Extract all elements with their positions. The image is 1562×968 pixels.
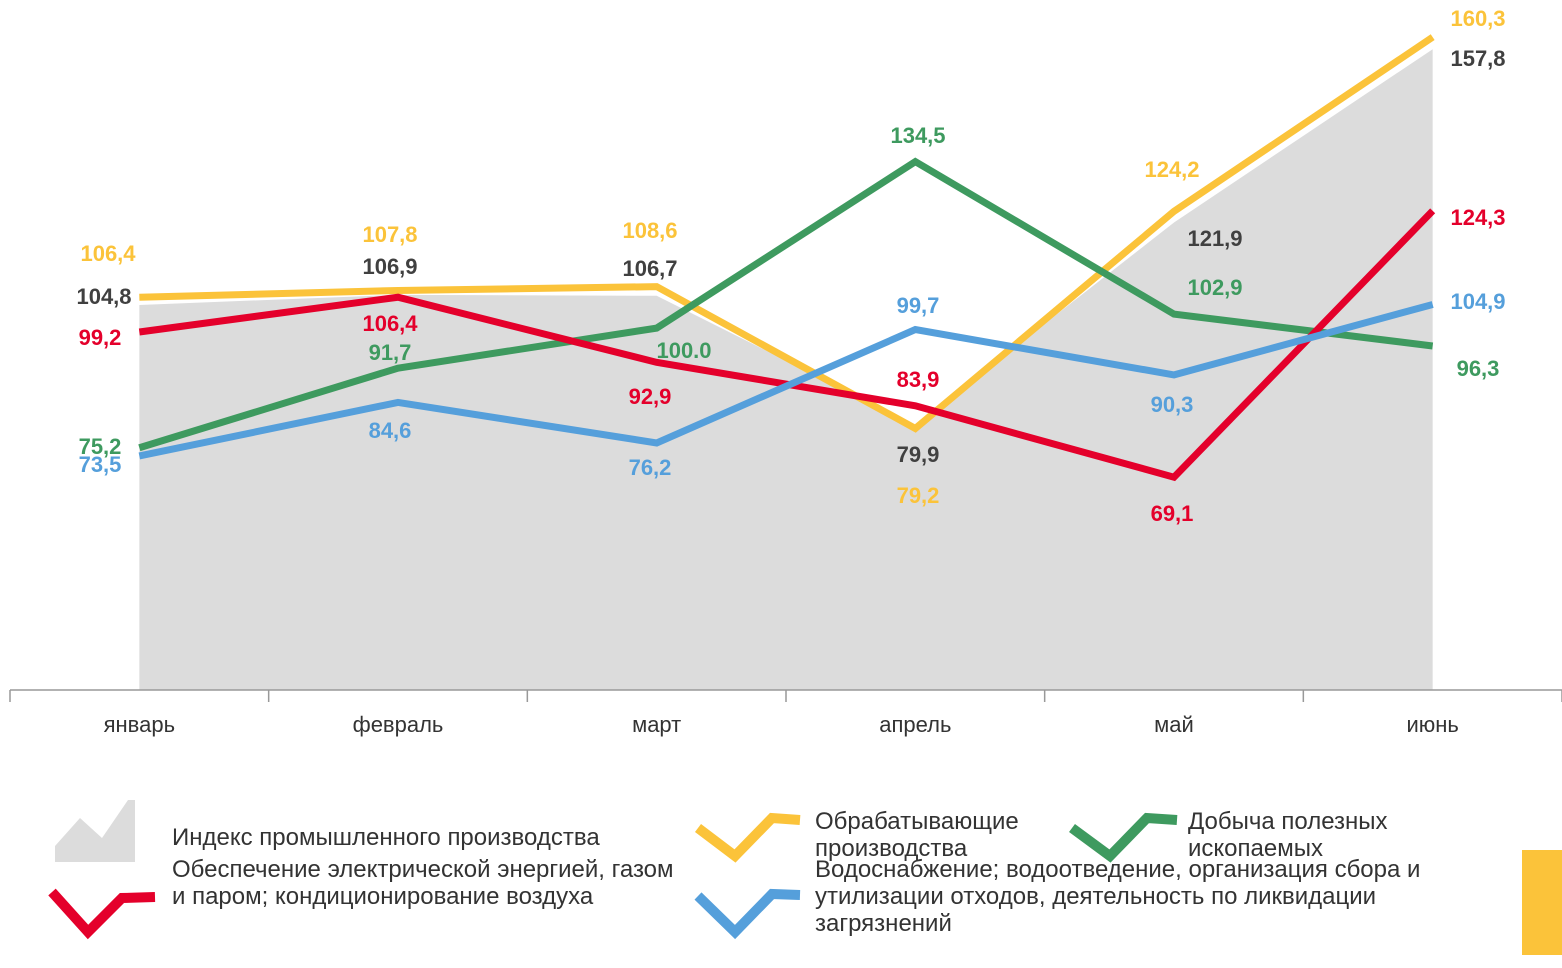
x-tick-label: июнь	[1406, 712, 1458, 737]
value-label: 79,2	[897, 483, 940, 508]
value-label: 83,9	[897, 367, 940, 392]
x-tick-label: март	[632, 712, 681, 737]
value-label: 124,3	[1450, 205, 1505, 230]
legend-icon-line	[1069, 812, 1178, 863]
line	[138, 301, 1434, 460]
legend-label: Индекс промышленного производства	[172, 824, 600, 851]
area	[139, 49, 1433, 690]
legend-label: Обрабатывающие производства	[815, 808, 1019, 862]
legend-label: Водоснабжение; водоотведение, организаци…	[815, 856, 1421, 937]
x-tick-label: апрель	[879, 712, 951, 737]
value-label: 104,8	[76, 284, 131, 309]
value-label: 160,3	[1450, 6, 1505, 31]
x-tick-label: январь	[104, 712, 175, 737]
value-label: 107,8	[362, 222, 417, 247]
value-label: 92,9	[629, 384, 672, 409]
value-label: 76,2	[629, 455, 672, 480]
value-label: 90,3	[1151, 392, 1194, 417]
value-label: 106,4	[80, 241, 136, 266]
value-label: 106,7	[622, 256, 677, 281]
value-label: 102,9	[1187, 275, 1242, 300]
value-label: 84,6	[369, 418, 412, 443]
value-label: 106,4	[362, 311, 418, 336]
value-label: 108,6	[622, 218, 677, 243]
legend-label: Обеспечение электрической энергией, газо…	[172, 856, 674, 910]
legend-label: Добыча полезных ископаемых	[1188, 808, 1388, 862]
value-label: 121,9	[1187, 226, 1242, 251]
line	[138, 157, 1434, 452]
value-label: 69,1	[1151, 501, 1194, 526]
legend-icon-line	[48, 888, 156, 940]
legend-icon-line	[694, 888, 801, 940]
value-label: 134,5	[890, 123, 945, 148]
value-label: 100.0	[656, 338, 711, 363]
value-label: 96,3	[1457, 356, 1500, 381]
value-label: 79,9	[897, 442, 940, 467]
line	[139, 34, 1435, 433]
value-label: 157,8	[1450, 46, 1505, 71]
value-label: 73,5	[79, 452, 122, 477]
corner-badge	[1522, 850, 1562, 955]
legend-icon-area	[55, 800, 135, 862]
value-label: 104,9	[1450, 289, 1505, 314]
value-label: 124,2	[1144, 157, 1199, 182]
value-label: 99,2	[79, 325, 122, 350]
value-label: 99,7	[897, 293, 940, 318]
value-label: 91,7	[369, 340, 412, 365]
legend-icon-line	[694, 812, 801, 863]
x-tick-label: февраль	[353, 712, 444, 737]
value-label: 75,2	[79, 434, 122, 459]
x-tick-label: май	[1154, 712, 1194, 737]
value-label: 106,9	[362, 254, 417, 279]
